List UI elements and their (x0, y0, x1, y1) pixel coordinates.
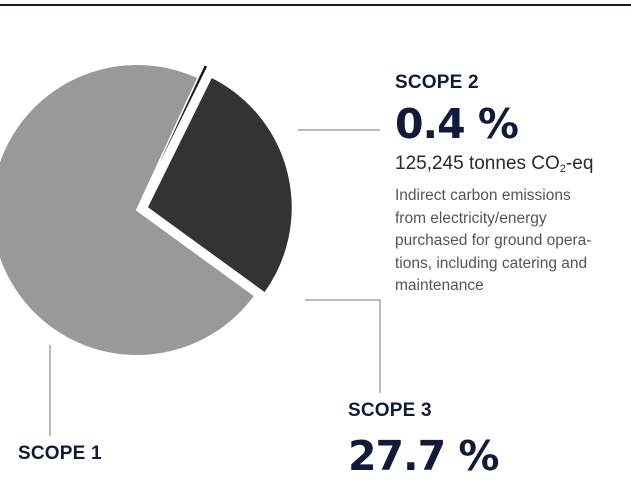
scope2-percent: 0.4 % (395, 100, 519, 148)
leader-lines (49, 129, 381, 436)
pie-slice-scope-2 (140, 64, 209, 202)
scope1-title: SCOPE 1 (18, 443, 102, 464)
scope2-title: SCOPE 2 (395, 72, 479, 93)
scope2-desc-line: from electricity/energy (395, 209, 547, 227)
scope2-description: Indirect carbon emissions from electrici… (395, 185, 615, 298)
scope2-tonnes-subscript: 2 (559, 163, 566, 175)
scope3-label-block: SCOPE 3 27.7 % (348, 400, 500, 480)
top-rule (0, 4, 631, 6)
scope2-label-block: SCOPE 2 0.4 % 125,245 tonnes CO2-eq Indi… (395, 72, 615, 298)
scope3-percent: 27.7 % (348, 432, 500, 480)
scope2-desc-line: tions, including catering and (395, 254, 588, 272)
pie-slices (0, 63, 294, 357)
scope1-label-block: SCOPE 1 (18, 443, 102, 465)
scope2-desc-line: purchased for ground opera- (395, 232, 592, 249)
pie-slice-scope-1 (0, 63, 257, 357)
scope2-tonnes-suffix: -eq (565, 153, 594, 174)
scope2-desc-line: Indirect carbon emissions (395, 187, 571, 204)
pie-slice-scope-3 (145, 75, 294, 295)
scope2-tonnes: 125,245 tonnes CO2-eq (395, 153, 615, 175)
scope3-leader-line (305, 299, 381, 393)
scope2-tonnes-value: 125,245 tonnes CO (395, 153, 560, 174)
scope3-title: SCOPE 3 (348, 400, 432, 421)
scope2-desc-line: maintenance (395, 277, 484, 294)
